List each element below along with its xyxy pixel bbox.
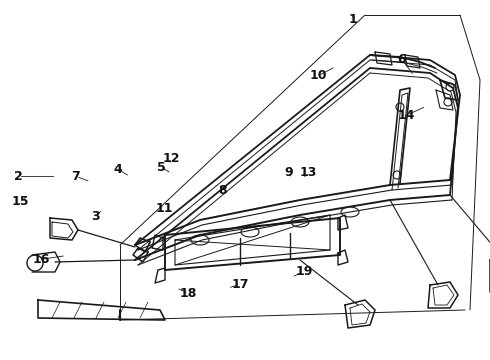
Text: 6: 6 [397, 53, 406, 66]
Text: 16: 16 [33, 253, 50, 266]
Text: 19: 19 [295, 265, 313, 278]
Text: 11: 11 [155, 202, 173, 215]
Text: 9: 9 [285, 166, 294, 179]
Text: 3: 3 [91, 210, 100, 222]
Text: 5: 5 [157, 161, 166, 174]
Text: 13: 13 [300, 166, 318, 179]
Text: 12: 12 [163, 152, 180, 165]
Text: 8: 8 [219, 184, 227, 197]
Text: 4: 4 [113, 163, 122, 176]
Text: 10: 10 [310, 69, 327, 82]
Text: 14: 14 [398, 109, 416, 122]
Text: 7: 7 [72, 170, 80, 183]
Text: 1: 1 [348, 13, 357, 26]
Text: 2: 2 [14, 170, 23, 183]
Text: 17: 17 [231, 278, 249, 291]
Text: 15: 15 [12, 195, 29, 208]
Text: 18: 18 [180, 287, 197, 300]
